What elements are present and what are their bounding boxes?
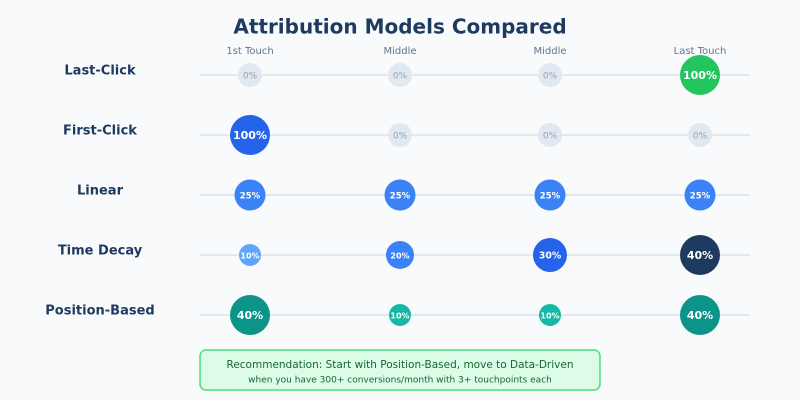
- bubble-label: 25%: [690, 192, 711, 202]
- chart-title: Attribution Models Compared: [233, 15, 566, 39]
- bubble: [234, 179, 266, 211]
- bubble: [230, 295, 270, 335]
- bubble: [388, 63, 412, 87]
- row-label: Time Decay: [58, 244, 143, 259]
- bubble-label: 10%: [240, 252, 259, 261]
- bubble: [680, 235, 720, 275]
- bubble: [239, 244, 261, 266]
- bubble: [388, 123, 412, 147]
- row-label: Position-Based: [45, 304, 154, 319]
- bubble: [684, 179, 716, 211]
- bubble-label: 25%: [240, 192, 261, 202]
- bubble-label: 0%: [543, 132, 558, 142]
- row-label: Last-Click: [64, 64, 136, 79]
- bubble-label: 40%: [687, 309, 713, 322]
- bubble-label: 0%: [543, 72, 558, 82]
- bubble-label: 10%: [390, 312, 409, 321]
- bubble: [534, 179, 566, 211]
- column-header: 1st Touch: [226, 46, 273, 57]
- bubble: [680, 295, 720, 335]
- bubble: [389, 304, 411, 326]
- bubble: [386, 241, 414, 269]
- bubble-label: 20%: [390, 252, 409, 261]
- recommendation-text: Recommendation: Start with Position-Base…: [227, 359, 574, 371]
- bubble-label: 0%: [243, 72, 258, 82]
- bubble-label: 30%: [539, 251, 562, 262]
- bubble-label: 100%: [233, 129, 267, 142]
- bubble-label: 0%: [393, 72, 408, 82]
- recommendation-subtext: when you have 300+ conversions/month wit…: [248, 376, 552, 386]
- bubble: [688, 123, 712, 147]
- bubble: [539, 304, 561, 326]
- bubble-label: 25%: [390, 192, 411, 202]
- bubble-label: 25%: [540, 192, 561, 202]
- row-label: Linear: [77, 184, 124, 199]
- bubble-label: 10%: [540, 312, 559, 321]
- bubble: [538, 123, 562, 147]
- column-header: Middle: [533, 46, 566, 57]
- bubble-label: 40%: [237, 309, 263, 322]
- bubble-label: 0%: [693, 132, 708, 142]
- bubble: [533, 238, 567, 272]
- bubble-label: 0%: [393, 132, 408, 142]
- column-header: Middle: [383, 46, 416, 57]
- bubble: [384, 179, 416, 211]
- bubble: [680, 55, 720, 95]
- column-header: Last Touch: [674, 46, 727, 57]
- row-label: First-Click: [63, 124, 137, 139]
- bubble-label: 100%: [683, 69, 717, 82]
- bubble: [238, 63, 262, 87]
- recommendation-box: [199, 349, 601, 391]
- bubble: [538, 63, 562, 87]
- bubble: [230, 115, 270, 155]
- bubble-label: 40%: [687, 249, 713, 262]
